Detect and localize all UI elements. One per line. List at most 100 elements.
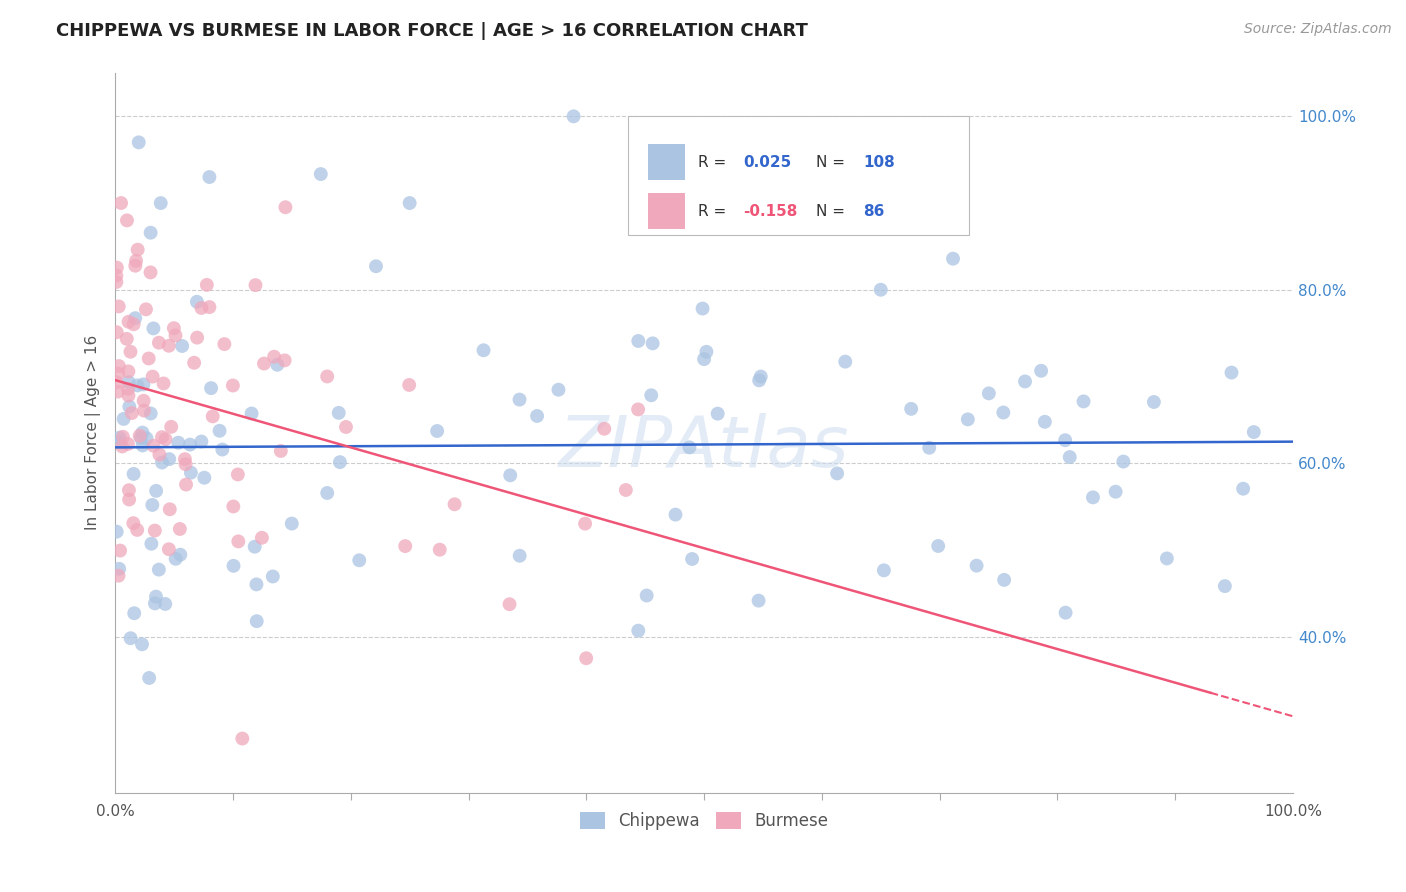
Text: 0.025: 0.025 — [742, 154, 792, 169]
Text: CHIPPEWA VS BURMESE IN LABOR FORCE | AGE > 16 CORRELATION CHART: CHIPPEWA VS BURMESE IN LABOR FORCE | AGE… — [56, 22, 808, 40]
Point — [117, 382, 139, 396]
Point — [228, 534, 250, 549]
Point — [636, 589, 658, 603]
Point — [128, 429, 150, 443]
Text: R =: R = — [699, 154, 731, 169]
Point — [174, 457, 197, 471]
Point — [1054, 606, 1077, 620]
Point — [122, 516, 145, 530]
Point — [108, 359, 131, 373]
Point — [927, 539, 949, 553]
Point — [127, 378, 149, 392]
Point — [240, 407, 263, 421]
Point — [1232, 482, 1254, 496]
Point — [942, 252, 965, 266]
Point — [329, 455, 352, 469]
Text: R =: R = — [699, 203, 731, 219]
Point — [120, 344, 142, 359]
Point — [141, 498, 163, 512]
Text: N =: N = — [815, 154, 845, 169]
Point — [118, 400, 141, 414]
Point — [364, 259, 387, 273]
Point — [105, 268, 128, 283]
Point — [160, 420, 183, 434]
Point — [274, 200, 297, 214]
Point — [108, 562, 131, 576]
Point — [124, 311, 146, 326]
Point — [145, 590, 167, 604]
Point — [118, 375, 141, 389]
Point — [977, 386, 1000, 401]
Text: Source: ZipAtlas.com: Source: ZipAtlas.com — [1244, 22, 1392, 37]
Point — [148, 563, 170, 577]
Point — [231, 731, 253, 746]
Point — [131, 425, 153, 440]
Point — [426, 424, 449, 438]
Point — [195, 277, 218, 292]
Point — [117, 315, 139, 329]
Point — [222, 378, 245, 392]
Point — [190, 301, 212, 315]
Point — [132, 377, 155, 392]
Point — [108, 435, 131, 450]
Point — [107, 384, 129, 399]
Point — [108, 543, 131, 558]
Point — [253, 357, 276, 371]
Point — [157, 542, 180, 557]
Point — [1156, 551, 1178, 566]
Point — [200, 381, 222, 395]
Point — [142, 439, 165, 453]
Point — [139, 226, 162, 240]
Point — [139, 265, 162, 279]
Point — [641, 336, 664, 351]
Point — [1059, 450, 1081, 464]
Text: ZIPAtlas: ZIPAtlas — [558, 413, 849, 482]
Point — [509, 549, 531, 563]
Point — [157, 339, 180, 353]
Point — [138, 351, 160, 366]
Point — [186, 294, 208, 309]
Point — [1220, 366, 1243, 380]
Point — [335, 420, 357, 434]
Point — [198, 169, 221, 184]
Point — [316, 369, 339, 384]
Point — [163, 321, 186, 335]
Point — [124, 259, 146, 273]
Point — [281, 516, 304, 531]
FancyBboxPatch shape — [627, 116, 969, 235]
Point — [145, 483, 167, 498]
Point — [547, 383, 569, 397]
Point — [122, 606, 145, 620]
Point — [834, 354, 856, 368]
Point — [105, 376, 128, 390]
Point — [1073, 394, 1095, 409]
Point — [155, 597, 177, 611]
Point — [183, 356, 205, 370]
Point — [105, 260, 128, 275]
Point — [105, 275, 128, 289]
Point — [574, 516, 596, 531]
Point — [869, 283, 891, 297]
Point — [246, 614, 269, 628]
Y-axis label: In Labor Force | Age > 16: In Labor Force | Age > 16 — [86, 335, 101, 531]
Point — [526, 409, 548, 423]
Point — [509, 392, 531, 407]
Point — [169, 522, 191, 536]
Point — [150, 430, 173, 444]
Point — [120, 631, 142, 645]
Point — [394, 539, 416, 553]
Point — [640, 388, 662, 402]
Point — [135, 431, 157, 445]
Point — [1014, 375, 1036, 389]
Text: 86: 86 — [863, 203, 884, 219]
Point — [201, 409, 224, 424]
Point — [117, 364, 139, 378]
Point — [222, 500, 245, 514]
Point — [115, 213, 138, 227]
Point — [198, 300, 221, 314]
Point — [309, 167, 332, 181]
Point — [148, 335, 170, 350]
Point — [135, 302, 157, 317]
Point — [222, 558, 245, 573]
Point — [1112, 454, 1135, 468]
